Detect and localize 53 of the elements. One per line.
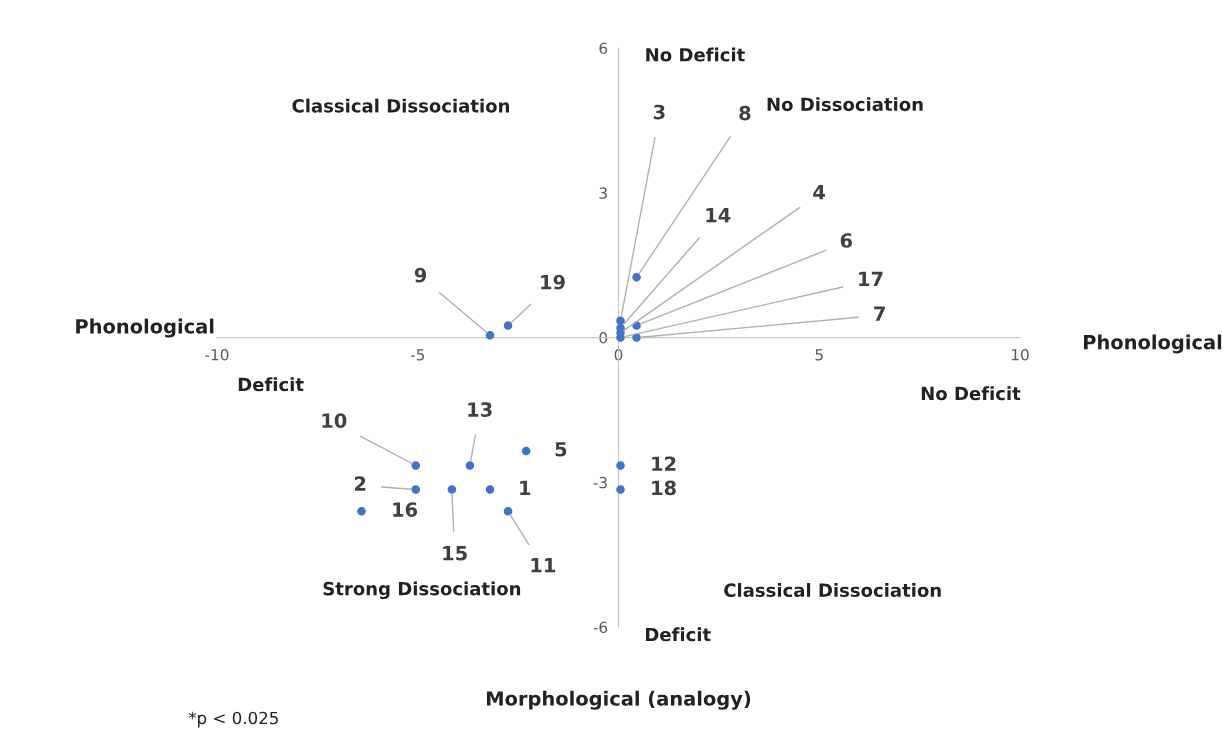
- annotation: Deficit: [238, 377, 304, 392]
- point: [632, 272, 641, 282]
- y-tick-label: -3: [593, 476, 607, 489]
- annotation: No Deficit: [921, 386, 1021, 401]
- annotation: 12: [652, 456, 676, 471]
- annotation: No Dissociation: [767, 97, 923, 112]
- annotation: 5: [555, 442, 567, 457]
- annotation: Strong Dissociation: [323, 581, 521, 600]
- point: [521, 446, 531, 456]
- x-tick-label: 10: [1012, 348, 1029, 361]
- annotation: 9: [414, 267, 427, 283]
- annotation: 10: [322, 413, 347, 429]
- annotation: 13: [468, 402, 492, 417]
- annotation: No Deficit: [646, 47, 745, 62]
- point: [616, 316, 625, 325]
- y-tick-label: -6: [593, 621, 608, 634]
- annotation: Classical Dissociation: [724, 583, 941, 598]
- annotation: 15: [443, 546, 467, 561]
- text: Deficit: [645, 627, 711, 642]
- annotation: 14: [706, 208, 731, 223]
- annotation: 8: [739, 105, 751, 121]
- annotation: 16: [393, 502, 418, 517]
- point: [447, 485, 457, 494]
- annotation: 2: [354, 476, 366, 491]
- x-tick-label: -5: [410, 349, 425, 361]
- text: Phonological: [1084, 334, 1222, 354]
- point: [411, 485, 421, 494]
- x-tick-label: -10: [205, 348, 229, 361]
- annotation: 3: [653, 104, 665, 120]
- x-tick-label: 5: [815, 349, 823, 361]
- y-tick-label: 6: [599, 42, 608, 55]
- point: [503, 321, 513, 330]
- annotation: 6: [840, 233, 853, 248]
- point: [485, 485, 495, 494]
- point: [411, 461, 421, 470]
- x-axis-title: Morphological (analogy): [487, 690, 751, 710]
- point: [357, 507, 366, 516]
- annotation: Classical Dissociation: [292, 98, 510, 113]
- point: [616, 461, 625, 470]
- point: [616, 485, 625, 494]
- text: *p < 0.025: [188, 711, 278, 728]
- point: [503, 507, 513, 516]
- annotation: 19: [541, 274, 565, 290]
- point: [485, 330, 495, 340]
- annotation: 17: [859, 271, 883, 286]
- annotation: 7: [874, 306, 885, 321]
- annotation: 4: [813, 185, 825, 200]
- annotation: 18: [652, 480, 676, 496]
- annotation: 11: [531, 558, 555, 573]
- point: [465, 461, 475, 470]
- y-tick-label: 3: [599, 187, 607, 199]
- y-axis-title: Phonological: [76, 318, 214, 338]
- annotation: 1: [520, 480, 531, 495]
